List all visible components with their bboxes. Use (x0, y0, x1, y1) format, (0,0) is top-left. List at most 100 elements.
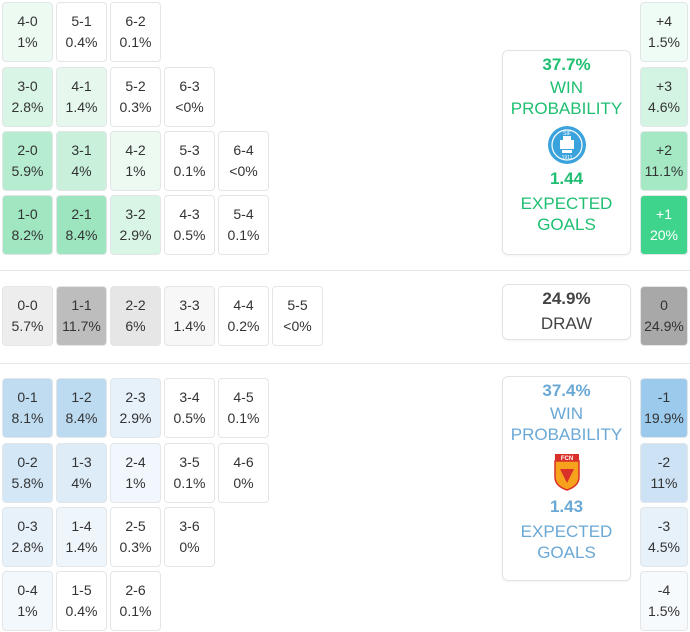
away-summary-card: 37.4% WIN PROBABILITY FCN 1.43 EXPECTED … (502, 376, 631, 581)
score-probability: 0.1% (173, 475, 206, 491)
score-cell[interactable]: 1-5 0.4% (56, 571, 107, 631)
score-cell[interactable]: 4-6 0% (218, 443, 269, 503)
score-probability: <0% (229, 163, 258, 179)
score-cell[interactable]: 5-1 0.4% (56, 2, 107, 62)
score-cell[interactable]: 6-2 0.1% (110, 2, 161, 62)
score-cell[interactable]: 5-3 0.1% (164, 131, 215, 191)
score-cell[interactable]: 0-3 2.8% (2, 507, 53, 567)
score-cell[interactable]: 0-4 1% (2, 571, 53, 631)
score-cell[interactable]: 3-0 2.8% (2, 67, 53, 127)
score-probability: 8.4% (65, 410, 98, 426)
home-xg-label-2: GOALS (537, 215, 596, 234)
score-cell[interactable]: 5-4 0.1% (218, 195, 269, 255)
away-expected-goals: 1.43 (549, 497, 584, 516)
score-cell[interactable]: 0-1 8.1% (2, 378, 53, 438)
score-label: 2-4 (125, 454, 146, 470)
score-label: 0-3 (17, 518, 38, 534)
draw-probability: 24.9% (542, 289, 591, 308)
score-cell[interactable]: 4-2 1% (110, 131, 161, 191)
goal-diff-probability: 1.5% (648, 34, 680, 50)
score-label: 1-5 (71, 582, 92, 598)
away-xg-label-2: GOALS (537, 543, 596, 562)
score-probability: 0.5% (173, 410, 206, 426)
score-cell[interactable]: 1-1 11.7% (56, 286, 107, 346)
score-cell[interactable]: 5-5 <0% (272, 286, 323, 346)
score-cell[interactable]: 5-2 0.3% (110, 67, 161, 127)
score-cell[interactable]: 3-1 4% (56, 131, 107, 191)
goal-diff-cell[interactable]: -4 1.5% (640, 571, 688, 631)
score-cell[interactable]: 4-0 1% (2, 2, 53, 62)
score-label: 3-0 (17, 78, 38, 94)
score-probability: 2.8% (11, 539, 44, 555)
goal-diff-probability: 19.9% (644, 410, 684, 426)
score-probability: 1.4% (65, 99, 98, 115)
score-label: 5-3 (179, 142, 200, 158)
goal-diff-cell[interactable]: +4 1.5% (640, 2, 688, 62)
score-cell[interactable]: 6-4 <0% (218, 131, 269, 191)
goal-diff-cell[interactable]: -1 19.9% (640, 378, 688, 438)
score-cell[interactable]: 1-2 8.4% (56, 378, 107, 438)
score-cell[interactable]: 0-2 5.8% (2, 443, 53, 503)
score-cell[interactable]: 1-3 4% (56, 443, 107, 503)
score-probability: 1.4% (173, 318, 206, 334)
score-cell[interactable]: 2-6 0.1% (110, 571, 161, 631)
score-cell[interactable]: 2-0 5.9% (2, 131, 53, 191)
score-probability: <0% (283, 318, 312, 334)
score-probability: 1% (125, 475, 146, 491)
score-label: 0-4 (17, 582, 38, 598)
score-probability: 0.2% (227, 318, 260, 334)
goal-diff-probability: 4.6% (648, 99, 680, 115)
goal-diff-cell[interactable]: -3 4.5% (640, 507, 688, 567)
score-cell[interactable]: 3-5 0.1% (164, 443, 215, 503)
score-label: 4-2 (125, 142, 146, 158)
goal-diff-probability: 11.1% (644, 163, 684, 179)
goal-diff-cell[interactable]: +2 11.1% (640, 131, 688, 191)
draw-summary-card: 24.9% DRAW (502, 284, 631, 340)
score-probability: 0.3% (119, 539, 152, 555)
home-win-probability: 37.7% (542, 55, 591, 74)
score-probability: 1% (125, 163, 146, 179)
score-label: 2-3 (125, 389, 146, 405)
goal-diff-label: -4 (657, 582, 671, 598)
score-cell[interactable]: 2-1 8.4% (56, 195, 107, 255)
score-probability: 1% (17, 34, 38, 50)
score-probability: 0.4% (65, 34, 98, 50)
score-label: 4-5 (233, 389, 254, 405)
score-probability: 0% (233, 475, 254, 491)
score-cell[interactable]: 3-6 0% (164, 507, 215, 567)
score-probability: 2.9% (119, 227, 152, 243)
score-cell[interactable]: 2-2 6% (110, 286, 161, 346)
score-cell[interactable]: 2-4 1% (110, 443, 161, 503)
score-cell[interactable]: 2-3 2.9% (110, 378, 161, 438)
score-cell[interactable]: 1-4 1.4% (56, 507, 107, 567)
score-label: 0-0 (17, 297, 38, 313)
score-probability: 5.8% (11, 475, 44, 491)
score-label: 4-4 (233, 297, 254, 313)
goal-diff-label: -1 (657, 389, 671, 405)
draw-label: DRAW (540, 314, 593, 333)
score-cell[interactable]: 4-4 0.2% (218, 286, 269, 346)
score-cell[interactable]: 6-3 <0% (164, 67, 215, 127)
score-cell[interactable]: 1-0 8.2% (2, 195, 53, 255)
score-cell[interactable]: 4-1 1.4% (56, 67, 107, 127)
score-cell[interactable]: 0-0 5.7% (2, 286, 53, 346)
score-cell[interactable]: 4-5 0.1% (218, 378, 269, 438)
score-label: 3-1 (71, 142, 92, 158)
score-label: 5-5 (287, 297, 308, 313)
score-label: 4-1 (71, 78, 92, 94)
goal-diff-label: +1 (656, 206, 672, 222)
goal-diff-cell[interactable]: +1 20% (640, 195, 688, 255)
score-cell[interactable]: 3-2 2.9% (110, 195, 161, 255)
goal-diff-probability: 4.5% (648, 539, 680, 555)
score-probability: <0% (175, 99, 204, 115)
goal-diff-cell[interactable]: 0 24.9% (640, 286, 688, 346)
home-team-logo: SIF 1911 (547, 125, 587, 165)
goal-diff-cell[interactable]: +3 4.6% (640, 67, 688, 127)
score-cell[interactable]: 3-3 1.4% (164, 286, 215, 346)
score-cell[interactable]: 4-3 0.5% (164, 195, 215, 255)
score-cell[interactable]: 3-4 0.5% (164, 378, 215, 438)
goal-diff-cell[interactable]: -2 11% (640, 443, 688, 503)
score-cell[interactable]: 2-5 0.3% (110, 507, 161, 567)
home-summary-card: 37.7% WIN PROBABILITY SIF 1911 1.44 EXPE… (502, 50, 631, 255)
away-logo-text: FCN (560, 456, 572, 462)
